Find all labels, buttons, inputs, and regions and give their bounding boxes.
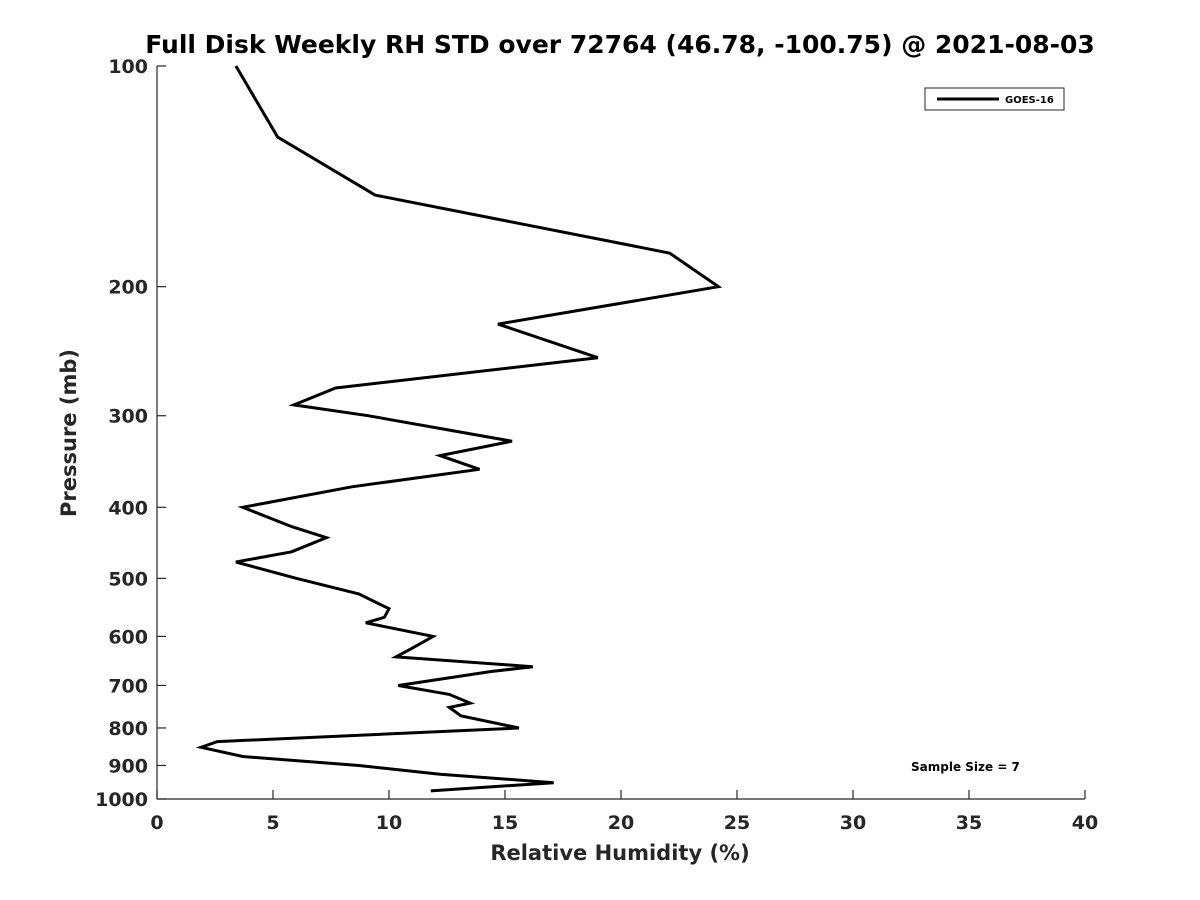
x-tick-label: 40: [1072, 812, 1098, 834]
x-axis-label: Relative Humidity (%): [490, 841, 749, 865]
y-tick-label: 500: [108, 568, 148, 590]
x-tick-label: 0: [150, 812, 163, 834]
y-tick-label: 800: [108, 718, 148, 740]
y-tick-label: 700: [108, 675, 148, 697]
x-tick-label: 20: [608, 812, 634, 834]
y-axis-ticks: 100 200 300 400 500 600 700 800 900 1000: [95, 56, 166, 811]
series-line-goes-16: [195, 65, 723, 793]
x-tick-label: 15: [492, 812, 518, 834]
x-tick-label: 5: [266, 812, 279, 834]
y-axis-label: Pressure (mb): [57, 349, 81, 517]
x-axis-ticks: 0 5 10 15 20 25 30 35 40: [150, 790, 1098, 834]
chart-title: Full Disk Weekly RH STD over 72764 (46.7…: [145, 30, 1095, 59]
legend: GOES-16: [924, 87, 1065, 111]
y-tick-label: 600: [108, 626, 148, 648]
y-tick-label: 200: [108, 277, 148, 299]
x-tick-label: 30: [840, 812, 866, 834]
y-tick-label: 1000: [95, 789, 148, 811]
legend-label-goes-16: GOES-16: [1005, 95, 1054, 106]
y-tick-label: 900: [108, 755, 148, 777]
y-tick-label: 400: [108, 497, 148, 519]
sample-size-annotation: Sample Size = 7: [911, 760, 1020, 774]
x-tick-label: 25: [724, 812, 750, 834]
x-tick-label: 35: [956, 812, 982, 834]
plot-area: 0 5 10 15 20 25 30 35 40 100 200 300 400 500 600 700 80…: [95, 56, 1098, 834]
series-layer: [195, 65, 723, 793]
y-tick-label: 300: [108, 406, 148, 428]
x-tick-label: 10: [376, 812, 402, 834]
y-tick-label: 100: [108, 56, 148, 78]
